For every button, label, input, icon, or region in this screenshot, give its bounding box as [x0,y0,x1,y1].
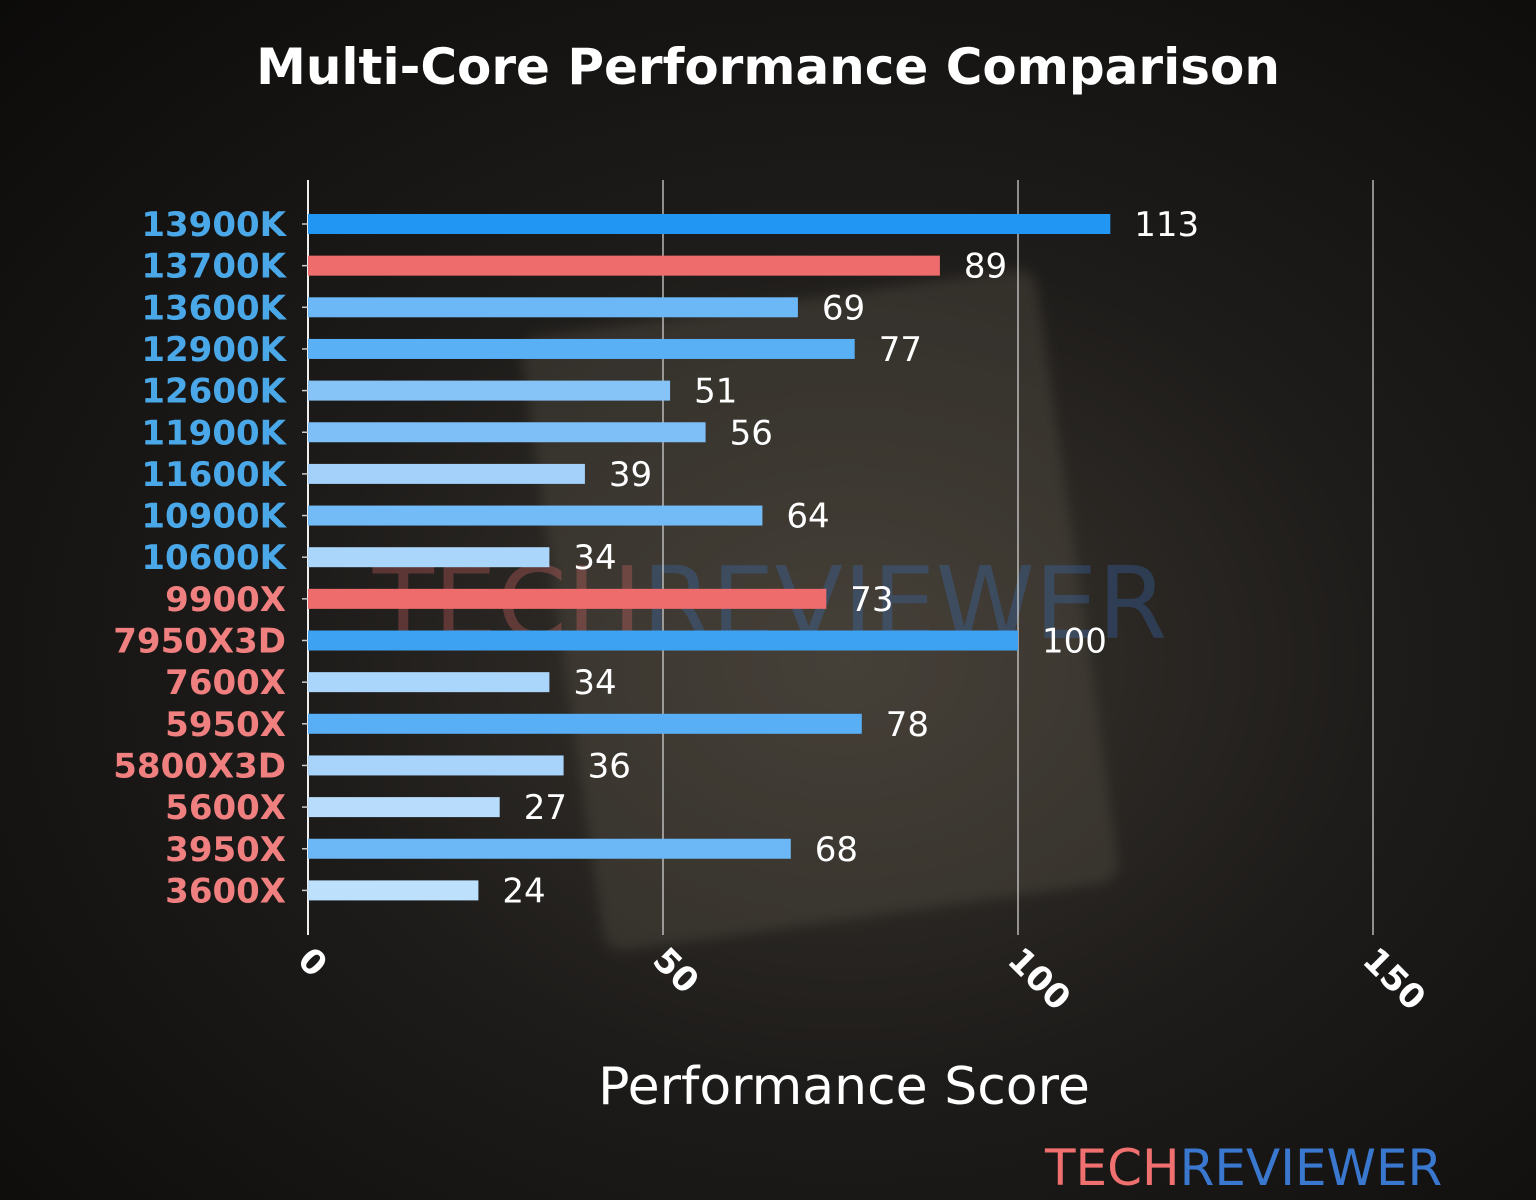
value-label: 68 [815,830,858,870]
category-label: 13600K [141,288,287,328]
category-label: 9900X [165,580,286,620]
value-label: 24 [502,871,545,911]
x-tick-label: 100 [1000,940,1078,1018]
category-label: 11900K [141,413,287,453]
value-label: 113 [1134,205,1199,245]
bar [308,338,855,359]
bar [308,630,1018,651]
value-label: 27 [524,788,567,828]
value-label: 39 [609,455,652,495]
bar [308,463,585,484]
bar [308,672,550,693]
category-label: 13700K [141,247,287,287]
bar [308,422,706,443]
x-tick-label: 0 [290,940,335,985]
value-label: 73 [850,580,893,620]
bar [308,505,763,526]
value-label: 89 [964,247,1007,287]
category-label: 10900K [141,497,287,537]
category-label: 5800X3D [113,746,286,786]
bar [308,880,479,901]
value-label: 51 [694,372,737,412]
chart-title: Multi-Core Performance Comparison [256,38,1280,96]
value-label: 69 [822,288,865,328]
category-label: 10600K [141,538,287,578]
value-label: 78 [886,705,929,745]
category-label: 12600K [141,372,287,412]
bar [308,797,500,818]
bar [308,255,940,276]
value-label: 100 [1042,622,1107,662]
category-label: 13900K [141,205,287,245]
category-label: 7950X3D [113,622,286,662]
value-label: 34 [573,663,616,703]
bar [308,713,862,734]
bar [308,380,671,401]
category-label: 3600X [165,871,286,911]
logo: TECHREVIEWER [1044,1139,1442,1197]
x-tick-label: 50 [645,940,707,1002]
category-label: 5950X [165,705,286,745]
bar [308,588,827,609]
bar [308,755,564,776]
value-label: 36 [588,746,631,786]
value-label: 64 [786,497,829,537]
bar [308,547,550,568]
value-label: 77 [879,330,922,370]
bar [308,838,791,859]
category-label: 7600X [165,663,286,703]
bar [308,297,798,318]
category-label: 3950X [165,830,286,870]
category-label: 5600X [165,788,286,828]
value-label: 34 [573,538,616,578]
x-axis-label: Performance Score [598,1057,1090,1117]
value-label: 56 [730,413,773,453]
bar [308,214,1111,234]
x-tick-label: 150 [1355,940,1433,1018]
category-label: 12900K [141,330,287,370]
category-label: 11600K [141,455,287,495]
